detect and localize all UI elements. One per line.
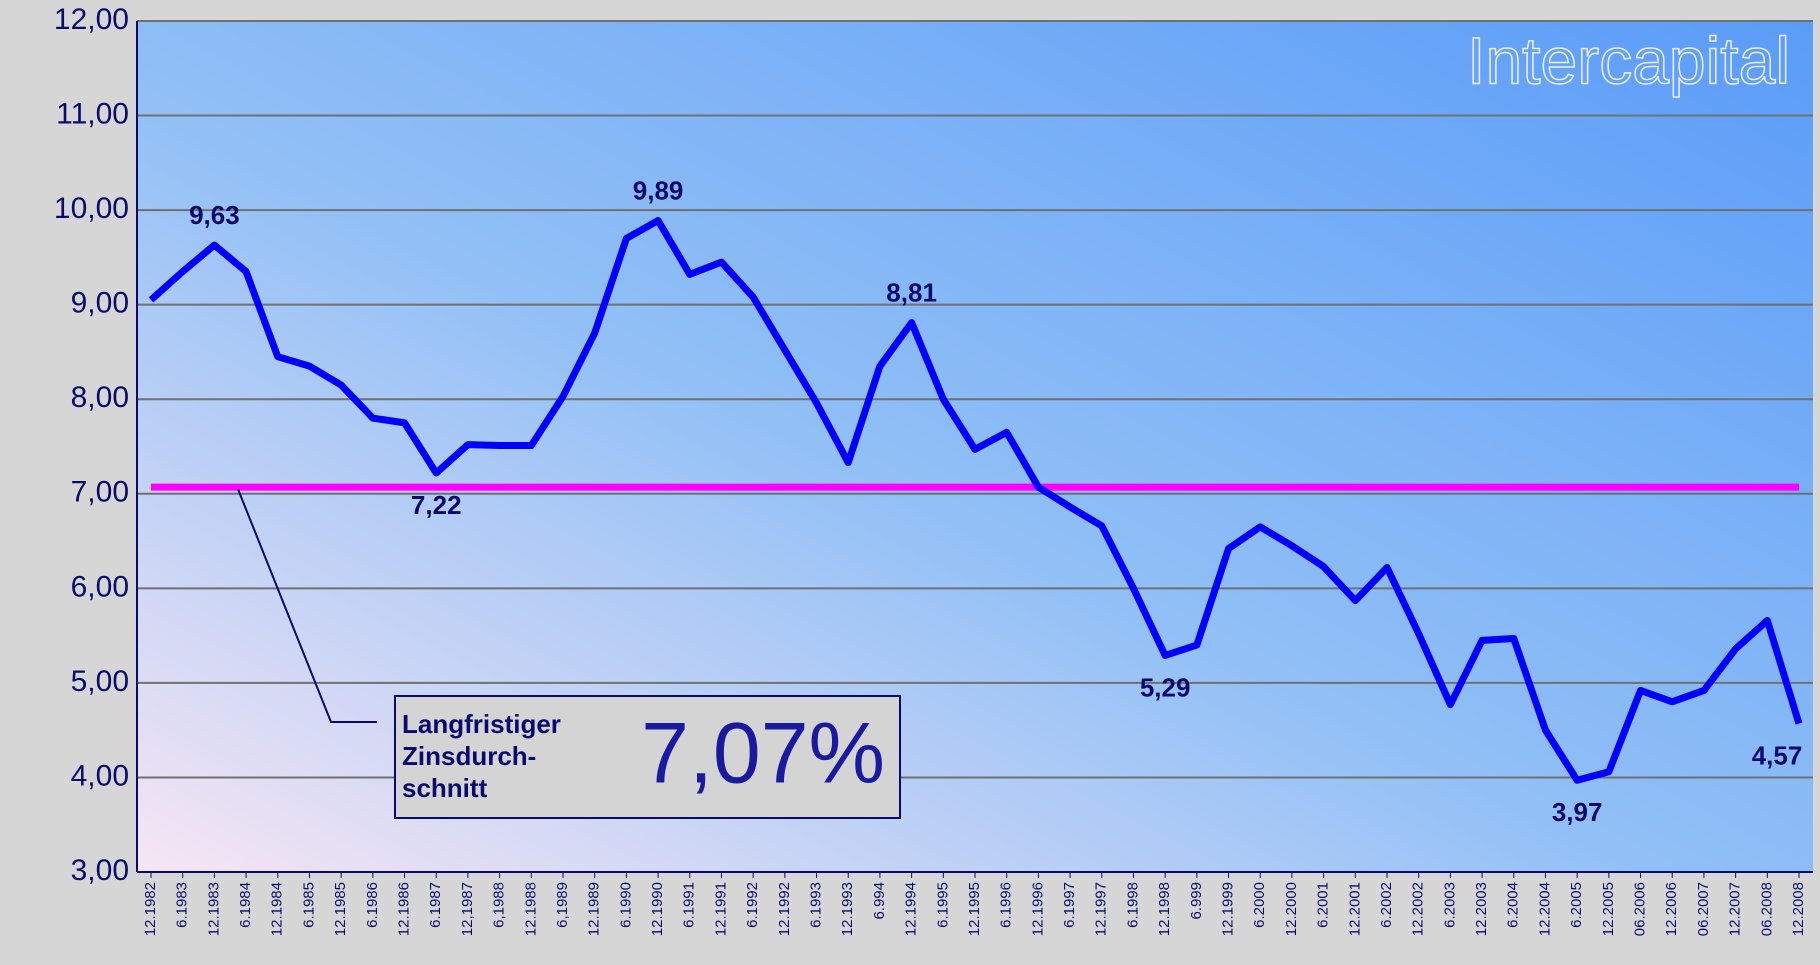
x-tick-label: 6.1998 bbox=[1124, 882, 1141, 928]
x-tick-label: 6.1991 bbox=[681, 882, 698, 928]
x-tick-label: 12.1982 bbox=[142, 882, 159, 936]
x-tick-label: 6.994 bbox=[871, 882, 888, 920]
x-tick-label: 6.1985 bbox=[300, 882, 317, 928]
x-tick-label: 6.2002 bbox=[1378, 882, 1395, 928]
y-tick-label: 5,00 bbox=[71, 665, 129, 698]
x-tick-label: 6.2001 bbox=[1315, 882, 1332, 928]
annotation-text: Langfristiger bbox=[402, 709, 561, 739]
data-label: 3,97 bbox=[1552, 797, 1603, 827]
x-tick-label: 12,1987 bbox=[459, 882, 476, 936]
y-tick-label: 4,00 bbox=[71, 759, 129, 792]
x-tick-label: 6.1995 bbox=[934, 882, 951, 928]
x-tick-label: 12.1998 bbox=[1156, 882, 1173, 936]
leader-line bbox=[237, 488, 377, 723]
y-tick-label: 11,00 bbox=[56, 97, 129, 130]
annotation-text: schnitt bbox=[402, 773, 488, 803]
x-tick-label: 6.2003 bbox=[1441, 882, 1458, 928]
x-tick-label: 12.2001 bbox=[1346, 882, 1363, 936]
x-tick-label: 12.2003 bbox=[1473, 882, 1490, 936]
x-tick-label: 6.1983 bbox=[174, 882, 191, 928]
x-tick-label: 12.1989 bbox=[586, 882, 603, 936]
x-tick-label: 12.1993 bbox=[839, 882, 856, 936]
data-line bbox=[148, 217, 1803, 784]
y-tick-label: 3,00 bbox=[71, 854, 129, 887]
x-tick-label: 6.1987 bbox=[427, 882, 444, 928]
x-tick-label: 12.1999 bbox=[1220, 882, 1237, 936]
x-tick-label: 12.1986 bbox=[396, 882, 413, 936]
data-label: 8,81 bbox=[886, 278, 937, 308]
x-tick-label: 6,1988 bbox=[491, 882, 508, 928]
watermark: Intercapital bbox=[1467, 23, 1790, 97]
annotation-text: Zinsdurch- bbox=[402, 741, 536, 771]
data-label: 4,57 bbox=[1752, 740, 1803, 770]
x-tick-label: 06.2007 bbox=[1695, 882, 1712, 936]
x-tick-label: 6.1992 bbox=[744, 882, 761, 928]
x-tick-label: 12.1994 bbox=[903, 882, 920, 936]
x-tick-label: 12.1988 bbox=[522, 882, 539, 936]
x-tick-label: 12.2005 bbox=[1600, 882, 1617, 936]
data-label: 9,89 bbox=[633, 175, 684, 205]
y-tick-label: 9,00 bbox=[71, 287, 129, 320]
x-tick-label: 12.1985 bbox=[332, 882, 349, 936]
x-tick-label: 6.2005 bbox=[1568, 882, 1585, 928]
y-tick-label: 6,00 bbox=[71, 570, 129, 603]
x-tick-label: 6.1984 bbox=[237, 882, 254, 928]
x-tick-label: 6.1990 bbox=[617, 882, 634, 928]
x-tick-label: 06.2006 bbox=[1632, 882, 1649, 936]
x-tick-label: 6,1989 bbox=[554, 882, 571, 928]
y-tick-label: 7,00 bbox=[71, 476, 129, 509]
data-label: 7,22 bbox=[411, 490, 462, 520]
x-tick-label: 6.2004 bbox=[1505, 882, 1522, 928]
x-tick-label: 6.1996 bbox=[998, 882, 1015, 928]
x-tick-label: 6.1997 bbox=[1061, 882, 1078, 928]
y-tick-label: 8,00 bbox=[71, 381, 129, 414]
annotation-box bbox=[394, 695, 901, 819]
data-label: 9,63 bbox=[189, 200, 240, 230]
x-tick-label: 12.1990 bbox=[649, 882, 666, 936]
x-tick-label: 12.1984 bbox=[269, 882, 286, 936]
x-tick-label: 6.2000 bbox=[1251, 882, 1268, 928]
x-tick-label: 6.1986 bbox=[364, 882, 381, 928]
x-tick-label: 12.2007 bbox=[1727, 882, 1744, 936]
x-tick-label: 12.1991 bbox=[712, 882, 729, 936]
x-tick-label: 12.1996 bbox=[1029, 882, 1046, 936]
x-tick-label: 12.1995 bbox=[966, 882, 983, 936]
data-label: 5,29 bbox=[1140, 672, 1191, 702]
x-tick-label: 12.1983 bbox=[205, 882, 222, 936]
y-tick-label: 12,00 bbox=[54, 3, 129, 36]
x-tick-label: 6.999 bbox=[1188, 882, 1205, 920]
x-tick-label: 06.2008 bbox=[1758, 882, 1775, 936]
annotation-value: 7,07% bbox=[641, 706, 885, 802]
y-tick-label: 10,00 bbox=[54, 192, 129, 225]
x-tick-label: 12.1997 bbox=[1093, 882, 1110, 936]
x-tick-label: 12.2006 bbox=[1663, 882, 1680, 936]
x-tick-label: 12.2000 bbox=[1283, 882, 1300, 936]
x-tick-label: 12.1992 bbox=[776, 882, 793, 936]
x-tick-label: 12.2004 bbox=[1536, 882, 1553, 936]
x-tick-label: 12.2008 bbox=[1790, 882, 1807, 936]
x-tick-label: 12.2002 bbox=[1410, 882, 1427, 936]
x-tick-label: 6.1993 bbox=[808, 882, 825, 928]
